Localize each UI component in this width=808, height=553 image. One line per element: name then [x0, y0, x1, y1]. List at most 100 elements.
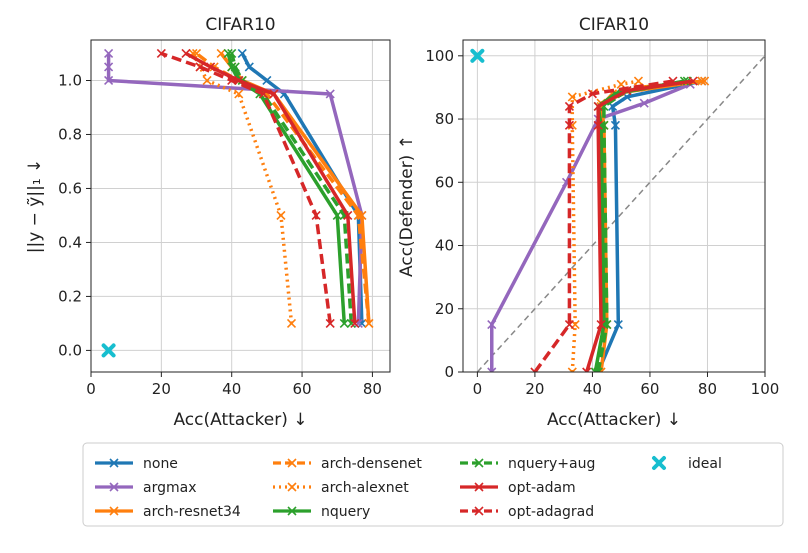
legend-item-opt-adam: opt-adam — [460, 480, 576, 496]
y-tick-label: 0 — [444, 363, 454, 381]
legend-label: opt-adam — [508, 480, 576, 496]
right-chart-panel: 0 20 40 60 80 100 0 20 40 60 80 100 CIFAR10 Acc(Attac… — [397, 15, 779, 430]
data-point-opt-adagrad — [530, 367, 540, 372]
data-point-nquery — [339, 318, 349, 328]
data-point-opt-adagrad — [325, 318, 335, 328]
ideal-point — [101, 343, 116, 358]
x-tick-label: 0 — [473, 380, 483, 398]
data-point-opt-adagrad — [564, 120, 574, 130]
x-tick-label: 40 — [222, 380, 241, 398]
data-point-opt-adagrad — [564, 101, 574, 111]
data-point-none — [613, 320, 623, 330]
legend-swatch-marker — [474, 458, 484, 468]
y-tick-label: 0.2 — [58, 287, 82, 305]
data-point-none — [244, 62, 254, 72]
legend: none argmax arch-resnet34 arch-densenet arch… — [82, 442, 784, 527]
data-point-argmax — [104, 48, 114, 59]
legend-swatch-marker — [287, 458, 297, 468]
x-tick-label: 20 — [152, 380, 171, 398]
legend-item-arch-alexnet: arch-alexnet — [273, 480, 409, 496]
data-point-opt-adagrad — [587, 89, 597, 99]
legend-swatch — [652, 456, 666, 470]
legend-label: arch-alexnet — [321, 480, 409, 496]
data-point-nquery+aug — [593, 367, 603, 372]
x-tick-label: 100 — [751, 380, 780, 398]
legend-label: nquery — [321, 504, 370, 520]
diagonal-reference-line — [476, 55, 765, 372]
data-point-arch-alexnet — [567, 367, 577, 372]
legend-label: arch-densenet — [321, 456, 422, 472]
series-line-nquery+aug — [230, 53, 354, 324]
left-chart-panel: 0 20 40 60 80 0.0 0.2 0.4 0.6 0.8 1.0 CIFAR10 Acc(At… — [25, 15, 391, 430]
data-point-argmax — [104, 75, 114, 86]
data-point-opt-adagrad — [156, 48, 166, 59]
data-point-arch-resnet34 — [216, 48, 226, 59]
data-point-arch-alexnet — [234, 89, 244, 99]
x-axis-title: Acc(Attacker) ↓ — [547, 410, 681, 430]
data-point-opt-adam — [582, 367, 592, 372]
data-point-none — [610, 120, 621, 130]
data-point-opt-adagrad — [564, 320, 574, 330]
y-tick-label: 80 — [435, 110, 454, 128]
data-point-nquery — [332, 210, 342, 221]
data-point-opt-adam — [593, 101, 603, 111]
legend-item-argmax: argmax — [95, 480, 196, 496]
x-tick-label: 0 — [86, 380, 96, 398]
series-line-opt-adagrad — [533, 79, 674, 372]
data-point-arch-alexnet — [202, 75, 212, 86]
legend-swatch-marker — [474, 482, 484, 492]
x-axis-title: Acc(Attacker) ↓ — [173, 410, 307, 430]
data-point-arch-alexnet — [286, 318, 297, 328]
data-point-arch-densenet — [353, 210, 363, 221]
legend-item-none: none — [95, 456, 178, 472]
data-point-argmax — [325, 89, 335, 99]
ideal-point — [470, 48, 485, 63]
data-point-argmax — [487, 367, 497, 372]
data-point-opt-adagrad — [227, 75, 237, 86]
data-point-arch-densenet — [364, 318, 374, 328]
legend-swatch-marker — [109, 482, 119, 492]
data-point-argmax — [487, 320, 497, 330]
x-tick-label: 60 — [640, 380, 659, 398]
legend-label: ideal — [688, 456, 722, 472]
data-point-opt-adam — [269, 89, 279, 99]
plot-frame — [462, 39, 766, 373]
y-tick-label: 40 — [435, 237, 454, 255]
y-tick-label: 100 — [425, 47, 454, 65]
legend-swatch-marker — [109, 458, 119, 468]
data-point-nquery+aug — [227, 48, 237, 59]
x-tick-label: 20 — [525, 380, 544, 398]
legend-label: argmax — [143, 480, 196, 496]
legend-box — [82, 442, 784, 527]
data-point-opt-adam — [596, 320, 606, 330]
legend-swatch-marker — [287, 506, 297, 516]
data-point-opt-adagrad — [668, 76, 678, 86]
legend-item-nquery: nquery — [273, 504, 370, 520]
y-axis-title: ||y − ỹ||₁ ↓ — [25, 159, 45, 254]
x-tick-label: 60 — [293, 380, 312, 398]
plot-frame — [90, 39, 391, 373]
data-point-opt-adam — [688, 76, 698, 86]
chart-title: CIFAR10 — [205, 15, 275, 35]
legend-item-arch-densenet: arch-densenet — [273, 456, 422, 472]
y-axis-title: Acc(Defender) ↑ — [397, 135, 417, 277]
y-tick-label: 0.0 — [58, 341, 82, 359]
legend-label: opt-adagrad — [508, 504, 594, 520]
legend-swatch-marker — [287, 482, 297, 492]
y-tick-label: 0.8 — [58, 125, 82, 143]
data-point-argmax — [639, 98, 649, 108]
legend-swatch-marker — [474, 506, 484, 516]
data-point-arch-alexnet — [276, 210, 286, 221]
plot-area — [470, 48, 765, 372]
legend-swatch-marker — [109, 506, 119, 516]
legend-item-opt-adagrad: opt-adagrad — [460, 504, 594, 520]
x-tick-label: 40 — [583, 380, 602, 398]
data-point-arch-alexnet — [567, 92, 577, 102]
data-point-opt-adagrad — [311, 210, 321, 221]
legend-label: nquery+aug — [508, 456, 595, 472]
series-line-opt-adam — [585, 79, 694, 372]
x-tick-label: 80 — [698, 380, 717, 398]
chart-title: CIFAR10 — [579, 15, 649, 35]
data-point-arch-densenet — [700, 76, 710, 86]
